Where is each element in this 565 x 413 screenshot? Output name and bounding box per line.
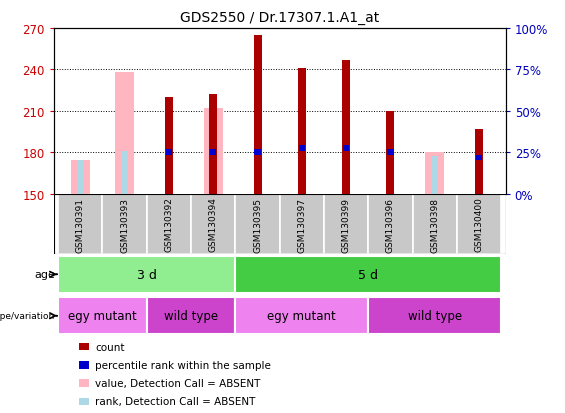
Bar	[71, 161, 90, 194]
Text: GSM130391: GSM130391	[76, 197, 85, 252]
Text: value, Detection Call = ABSENT: value, Detection Call = ABSENT	[95, 378, 260, 388]
Bar	[78, 161, 82, 194]
Bar	[236, 297, 368, 335]
Bar	[122, 152, 127, 194]
Text: egy mutant: egy mutant	[267, 309, 336, 323]
Text: genotype/variation: genotype/variation	[0, 311, 55, 320]
Bar	[476, 156, 482, 161]
Bar	[342, 61, 350, 194]
Bar	[343, 146, 349, 152]
Bar	[298, 69, 306, 194]
Bar	[475, 129, 483, 194]
Text: GSM130394: GSM130394	[208, 197, 218, 252]
Bar	[368, 297, 501, 335]
Title: GDS2550 / Dr.17307.1.A1_at: GDS2550 / Dr.17307.1.A1_at	[180, 11, 379, 25]
Bar	[299, 146, 305, 152]
Bar	[166, 150, 172, 156]
Bar	[191, 194, 236, 254]
Bar	[204, 109, 223, 194]
Bar	[368, 194, 412, 254]
Text: age: age	[34, 270, 55, 280]
Text: GSM130393: GSM130393	[120, 197, 129, 252]
Bar	[115, 73, 134, 194]
Text: GSM130397: GSM130397	[297, 197, 306, 252]
Bar	[102, 194, 147, 254]
Bar	[211, 156, 216, 194]
Bar	[147, 194, 191, 254]
Bar	[412, 194, 457, 254]
Bar	[147, 297, 236, 335]
Bar	[254, 36, 262, 194]
Text: 3 d: 3 d	[137, 268, 157, 281]
Text: count: count	[95, 342, 124, 352]
Text: wild type: wild type	[164, 309, 218, 323]
Text: wild type: wild type	[408, 309, 462, 323]
Text: egy mutant: egy mutant	[68, 309, 137, 323]
Bar	[280, 194, 324, 254]
Text: 5 d: 5 d	[358, 268, 379, 281]
Bar	[254, 150, 260, 156]
Bar	[477, 160, 481, 194]
Text: GSM130399: GSM130399	[342, 197, 351, 252]
Text: rank, Detection Call = ABSENT: rank, Detection Call = ABSENT	[95, 396, 255, 406]
Text: percentile rank within the sample: percentile rank within the sample	[95, 360, 271, 370]
Bar	[58, 256, 236, 293]
Text: GSM130392: GSM130392	[164, 197, 173, 252]
Bar	[209, 95, 217, 194]
Text: GSM130396: GSM130396	[386, 197, 395, 252]
Text: GSM130400: GSM130400	[475, 197, 484, 252]
Bar	[165, 98, 173, 194]
Bar	[236, 194, 280, 254]
Bar	[386, 112, 394, 194]
Bar	[457, 194, 501, 254]
Bar	[58, 297, 147, 335]
Text: GSM130395: GSM130395	[253, 197, 262, 252]
Bar	[236, 256, 501, 293]
Bar	[388, 150, 394, 156]
Text: GSM130398: GSM130398	[431, 197, 439, 252]
Bar	[58, 194, 102, 254]
Bar	[324, 194, 368, 254]
Bar	[425, 153, 444, 194]
Bar	[432, 157, 437, 194]
Bar	[210, 150, 216, 156]
